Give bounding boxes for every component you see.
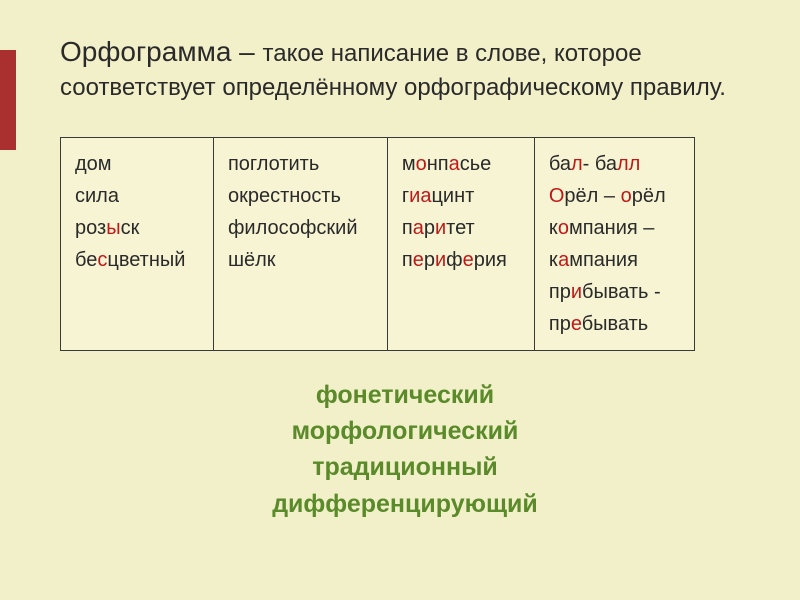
highlight-fragment: е — [413, 249, 424, 271]
title-rest-1: такое написание в слове, которое — [263, 40, 642, 67]
text-fragment: шёлк — [228, 249, 276, 271]
word-line: розыск — [75, 212, 199, 244]
principle-item: традиционный — [60, 449, 750, 485]
text-fragment: бывать — [582, 313, 649, 335]
text-fragment: нп — [427, 153, 449, 175]
highlight-fragment: с — [97, 249, 107, 271]
word-line: периферия — [402, 244, 520, 276]
word-line: Орёл – орёл — [549, 180, 680, 212]
word-line: философский — [228, 212, 373, 244]
table-cell: бал- баллОрёл – орёлкомпания –кампанияпр… — [534, 137, 694, 350]
highlight-fragment: а — [449, 153, 460, 175]
text-fragment: окрестность — [228, 185, 341, 207]
highlight-fragment: а — [413, 217, 424, 239]
highlight-fragment: О — [549, 185, 565, 207]
text-fragment: ф — [446, 249, 462, 271]
highlight-fragment: е — [463, 249, 474, 271]
slide-content: Орфограмма – такое написание в слове, ко… — [0, 0, 800, 522]
word-line: прибывать - — [549, 276, 680, 308]
table-cell: домсиларозыскбесцветный — [61, 137, 214, 350]
title-rest-2: соответствует определённому орфографичес… — [60, 74, 726, 101]
word-line: шёлк — [228, 244, 373, 276]
text-fragment: мпания — [569, 249, 638, 271]
text-fragment: сье — [460, 153, 492, 175]
text-fragment: рия — [474, 249, 507, 271]
text-fragment: р — [424, 217, 435, 239]
highlight-fragment: л — [571, 153, 583, 175]
text-fragment: ск — [121, 217, 140, 239]
text-fragment: цинт — [431, 185, 474, 207]
word-line: монпасье — [402, 148, 520, 180]
word-line: паритет — [402, 212, 520, 244]
text-fragment: пр — [549, 313, 571, 335]
table-cell: монпасьегиацинтпаритетпериферия — [387, 137, 534, 350]
word-line: бал- балл — [549, 148, 680, 180]
text-fragment: мпания – — [569, 217, 654, 239]
highlight-fragment: и — [571, 281, 582, 303]
highlight-fragment: и — [435, 217, 446, 239]
principle-item: морфологический — [60, 413, 750, 449]
word-line: поглотить — [228, 148, 373, 180]
accent-bar — [0, 50, 16, 150]
text-fragment: к — [549, 217, 558, 239]
word-line: окрестность — [228, 180, 373, 212]
highlight-fragment: иа — [409, 185, 431, 207]
highlight-fragment: а — [558, 249, 569, 271]
text-fragment: бе — [75, 249, 97, 271]
text-fragment: философский — [228, 217, 358, 239]
text-fragment: пр — [549, 281, 571, 303]
word-line: дом — [75, 148, 199, 180]
highlight-fragment: о — [621, 185, 632, 207]
text-fragment: цветный — [107, 249, 185, 271]
principle-item: дифференцирующий — [60, 486, 750, 522]
examples-table: домсиларозыскбесцветный поглотитьокрестн… — [60, 137, 695, 351]
highlight-fragment: и — [435, 249, 446, 271]
text-fragment: рёл — [632, 185, 666, 207]
text-fragment: роз — [75, 217, 106, 239]
title-block: Орфограмма – такое написание в слове, ко… — [60, 32, 750, 105]
word-line: кампания — [549, 244, 680, 276]
word-line: гиацинт — [402, 180, 520, 212]
text-fragment: ба — [549, 153, 571, 175]
text-fragment: тет — [446, 217, 475, 239]
word-line: пребывать — [549, 308, 680, 340]
text-fragment: п — [402, 217, 413, 239]
text-fragment: дом — [75, 153, 112, 175]
text-fragment: бывать - — [582, 281, 661, 303]
text-fragment: п — [402, 249, 413, 271]
text-fragment: сила — [75, 185, 119, 207]
highlight-fragment: е — [571, 313, 582, 335]
text-fragment: - ба — [583, 153, 617, 175]
word-line: сила — [75, 180, 199, 212]
text-fragment: м — [402, 153, 416, 175]
table-cell: поглотить окрестность философский шёлк — [213, 137, 387, 350]
text-fragment: р — [424, 249, 435, 271]
highlight-fragment: о — [416, 153, 427, 175]
title-term: Орфограмма — [60, 36, 231, 67]
word-line: компания – — [549, 212, 680, 244]
text-fragment: рёл – — [564, 185, 620, 207]
title-dash: – — [231, 36, 262, 67]
text-fragment: поглотить — [228, 153, 319, 175]
highlight-fragment: лл — [617, 153, 640, 175]
principles-list: фонетический морфологический традиционны… — [60, 377, 750, 522]
text-fragment: к — [549, 249, 558, 271]
highlight-fragment: ы — [106, 217, 120, 239]
word-line: бесцветный — [75, 244, 199, 276]
principle-item: фонетический — [60, 377, 750, 413]
highlight-fragment: о — [558, 217, 569, 239]
table-row: домсиларозыскбесцветный поглотитьокрестн… — [61, 137, 695, 350]
